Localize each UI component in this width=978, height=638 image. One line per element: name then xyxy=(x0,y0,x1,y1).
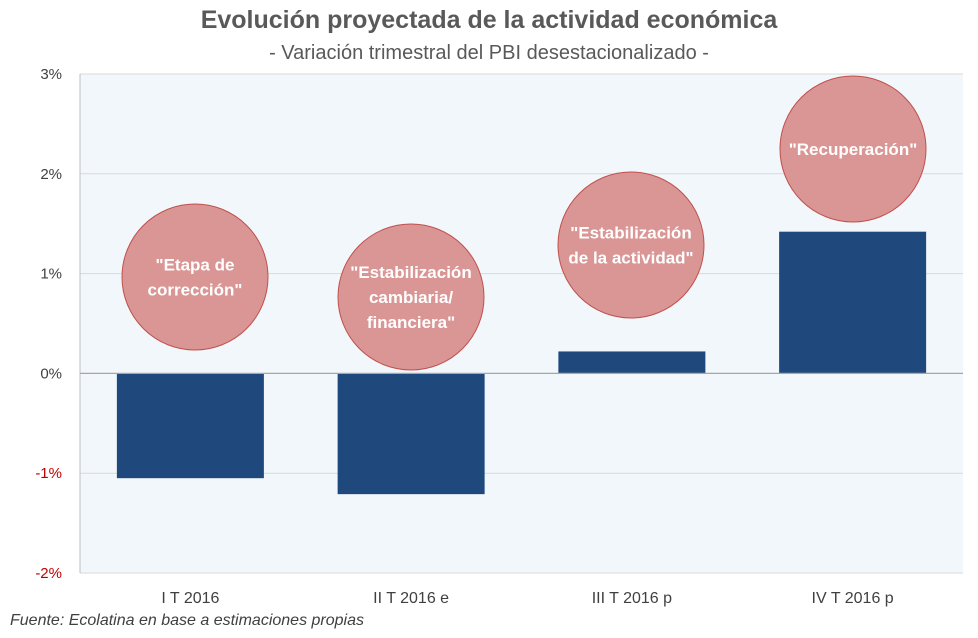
y-tick-label: 2% xyxy=(40,166,62,183)
bar xyxy=(116,373,264,479)
y-tick-label: 0% xyxy=(40,365,62,382)
annotation-bubble xyxy=(779,75,927,223)
annotation-label: cambiaria/ xyxy=(369,288,453,307)
annotation-label: "Estabilización xyxy=(570,224,691,243)
x-tick-label: III T 2016 p xyxy=(592,590,672,607)
bar xyxy=(779,231,927,374)
annotation-label: "Recuperación" xyxy=(789,140,918,159)
y-tick-label: -2% xyxy=(35,565,62,582)
annotation-label: corrección" xyxy=(148,281,243,300)
annotation-label: de la actividad" xyxy=(568,249,693,268)
chart-title: Evolución proyectada de la actividad eco… xyxy=(200,6,778,34)
chart-subtitle: - Variación trimestral del PBI desestaci… xyxy=(269,42,709,64)
annotation-label: "Etapa de xyxy=(156,256,235,275)
x-tick-label: II T 2016 e xyxy=(373,590,449,607)
bar xyxy=(337,373,485,495)
source-note: Fuente: Ecolatina en base a estimaciones… xyxy=(10,612,364,629)
annotation-label: "Estabilización xyxy=(350,263,471,282)
y-tick-label: 1% xyxy=(40,266,62,283)
y-tick-label: 3% xyxy=(40,66,62,83)
annotation-bubble xyxy=(121,203,269,351)
annotation-bubble xyxy=(337,223,485,371)
y-tick-label: -1% xyxy=(35,465,62,482)
annotation-label: financiera" xyxy=(367,313,455,332)
x-tick-label: IV T 2016 p xyxy=(812,590,894,607)
annotation-bubble xyxy=(557,171,705,319)
bar xyxy=(558,351,706,374)
x-tick-label: I T 2016 xyxy=(161,590,219,607)
